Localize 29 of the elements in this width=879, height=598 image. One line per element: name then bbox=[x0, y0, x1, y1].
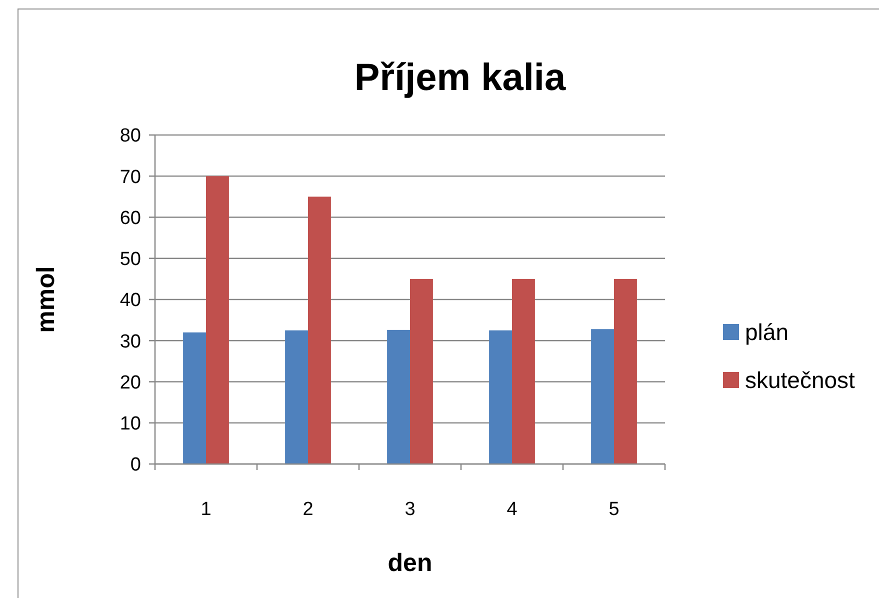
y-axis-title: mmol bbox=[32, 266, 60, 333]
x-tick-label: 2 bbox=[302, 499, 314, 520]
y-tick-label: 40 bbox=[120, 290, 141, 312]
bar bbox=[512, 278, 535, 464]
legend-label: plán bbox=[745, 319, 788, 346]
bar bbox=[489, 330, 512, 464]
x-tick-label: 3 bbox=[404, 499, 416, 520]
x-tick-label: 4 bbox=[506, 499, 518, 520]
bar bbox=[410, 278, 433, 464]
y-tick-label: 50 bbox=[120, 249, 141, 270]
x-tick-label: 1 bbox=[200, 499, 212, 520]
y-tick-label: 70 bbox=[120, 166, 141, 188]
y-tick-label: 20 bbox=[120, 372, 141, 394]
bar bbox=[183, 332, 206, 464]
y-tick-label: 60 bbox=[120, 208, 141, 229]
bar bbox=[206, 176, 229, 464]
y-tick-label: 30 bbox=[120, 331, 141, 352]
bar bbox=[387, 330, 410, 464]
legend-label: skutečnost bbox=[745, 367, 856, 394]
x-axis-title: den bbox=[388, 549, 432, 577]
y-tick-label: 10 bbox=[120, 414, 141, 435]
bar bbox=[614, 278, 637, 464]
y-tick-label: 0 bbox=[130, 454, 141, 476]
x-tick-label: 5 bbox=[608, 499, 620, 520]
bar bbox=[591, 329, 614, 464]
bar bbox=[308, 196, 331, 464]
y-tick-label: 80 bbox=[120, 126, 141, 147]
bar bbox=[285, 330, 308, 464]
chart-title: Příjem kalia bbox=[354, 57, 566, 99]
